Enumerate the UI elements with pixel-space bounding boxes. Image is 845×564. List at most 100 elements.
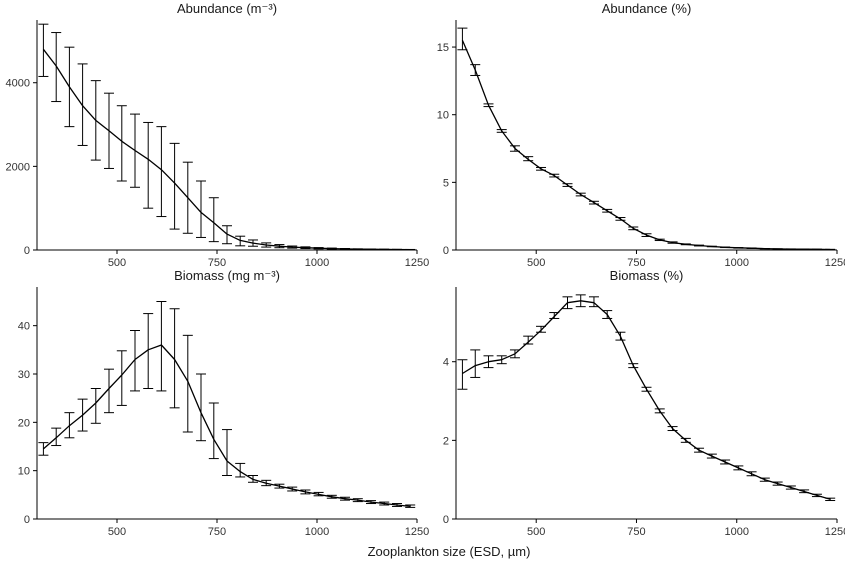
error-bar — [130, 113, 140, 188]
y-tick-label: 0 — [24, 514, 30, 526]
error-bar — [104, 368, 114, 414]
y-tick-label: 15 — [437, 42, 449, 54]
error-bar — [549, 173, 560, 178]
error-bar — [706, 453, 717, 459]
error-bar — [536, 166, 547, 171]
error-bar — [143, 313, 154, 389]
y-tick-label: 10 — [18, 466, 30, 478]
x-tick-label: 750 — [208, 526, 226, 538]
error-bar — [694, 244, 705, 247]
error-bar — [667, 241, 678, 244]
error-bar — [208, 197, 219, 243]
error-bar — [733, 465, 744, 471]
panel-abundance-m3: Abundance (m⁻³) 0 2000 4000 500 750 1000 1250 — [6, 1, 430, 269]
error-bar — [38, 23, 49, 77]
error-bar — [759, 477, 770, 482]
error-bar — [588, 296, 599, 308]
x-tick-label: 750 — [627, 257, 645, 269]
error-bar — [483, 103, 494, 108]
x-tick-label: 1000 — [724, 526, 748, 538]
x-axis-label: Zooplankton size (ESD, µm) — [368, 544, 531, 559]
error-bar — [523, 335, 534, 345]
error-bar — [379, 501, 390, 506]
series-line — [462, 300, 831, 500]
error-bar — [733, 247, 744, 249]
error-bar — [470, 349, 481, 378]
error-bar — [588, 200, 599, 205]
panel-biomass-pct: Biomass (%) 0 2 4 500 750 1000 1250 — [443, 268, 845, 538]
error-bar — [706, 245, 717, 248]
error-bar — [496, 129, 507, 133]
error-bar — [654, 408, 665, 414]
error-bar — [287, 245, 298, 249]
error-bar — [575, 294, 586, 308]
error-bar — [799, 489, 810, 494]
error-bar — [156, 126, 167, 218]
error-bar — [615, 331, 626, 341]
error-bar — [64, 412, 75, 439]
x-tick-label: 750 — [208, 257, 226, 269]
error-bar — [222, 225, 232, 245]
error-bar — [549, 312, 560, 319]
error-bar — [156, 301, 167, 392]
series-line — [42, 344, 411, 508]
x-tick-label: 500 — [527, 526, 545, 538]
y-tick-label: 4000 — [6, 78, 30, 90]
panel-title: Biomass (mg m⁻³) — [174, 268, 280, 283]
x-tick-label: 1000 — [305, 526, 329, 538]
error-bar — [287, 486, 298, 492]
error-bar — [509, 349, 520, 359]
error-bar — [352, 498, 363, 503]
error-bar — [326, 494, 337, 499]
error-bar — [811, 493, 822, 498]
error-bar — [772, 481, 783, 486]
y-tick-label: 40 — [18, 321, 30, 333]
x-tick-label: 1250 — [405, 257, 429, 269]
x-tick-label: 1250 — [405, 526, 429, 538]
x-tick-label: 500 — [108, 257, 126, 269]
error-bar — [116, 105, 127, 182]
error-bar — [208, 402, 219, 460]
error-bar — [352, 248, 363, 250]
x-tick-label: 750 — [627, 526, 645, 538]
error-bar — [694, 447, 705, 453]
panel-title: Abundance (m⁻³) — [177, 1, 277, 16]
error-bar — [628, 226, 639, 231]
y-tick-label: 4 — [443, 357, 449, 369]
error-bar — [523, 156, 534, 162]
y-tick-label: 2000 — [6, 161, 30, 173]
error-bar — [785, 485, 796, 490]
error-bar — [641, 386, 652, 392]
series-line — [461, 40, 831, 251]
error-bar — [366, 500, 376, 505]
y-tick-label: 2 — [443, 435, 449, 447]
error-bar — [746, 247, 757, 250]
error-bar — [602, 208, 613, 213]
error-bar — [536, 325, 547, 333]
error-bar — [313, 247, 324, 250]
panel-abundance-pct: Abundance (%) 0 5 10 15 500 750 1000 1250 — [437, 1, 845, 269]
error-bar — [248, 239, 258, 247]
x-tick-label: 1250 — [825, 526, 845, 538]
error-bar — [222, 429, 232, 476]
error-bar — [300, 489, 311, 495]
error-bar — [51, 32, 62, 103]
error-bar — [182, 161, 193, 234]
error-bar — [38, 442, 49, 456]
error-bar — [169, 308, 180, 409]
error-bar — [182, 334, 193, 433]
panel-title: Abundance (%) — [602, 1, 692, 16]
error-bar — [457, 359, 468, 390]
error-bar — [667, 426, 678, 432]
error-bar — [313, 491, 324, 497]
error-bar — [300, 246, 311, 250]
error-bar — [602, 310, 613, 319]
x-tick-label: 500 — [108, 526, 126, 538]
error-bar — [51, 427, 62, 447]
error-bar — [248, 475, 258, 483]
y-tick-label: 10 — [437, 110, 449, 122]
error-bar — [104, 92, 114, 169]
error-bar — [562, 296, 573, 310]
error-bar — [274, 483, 285, 489]
